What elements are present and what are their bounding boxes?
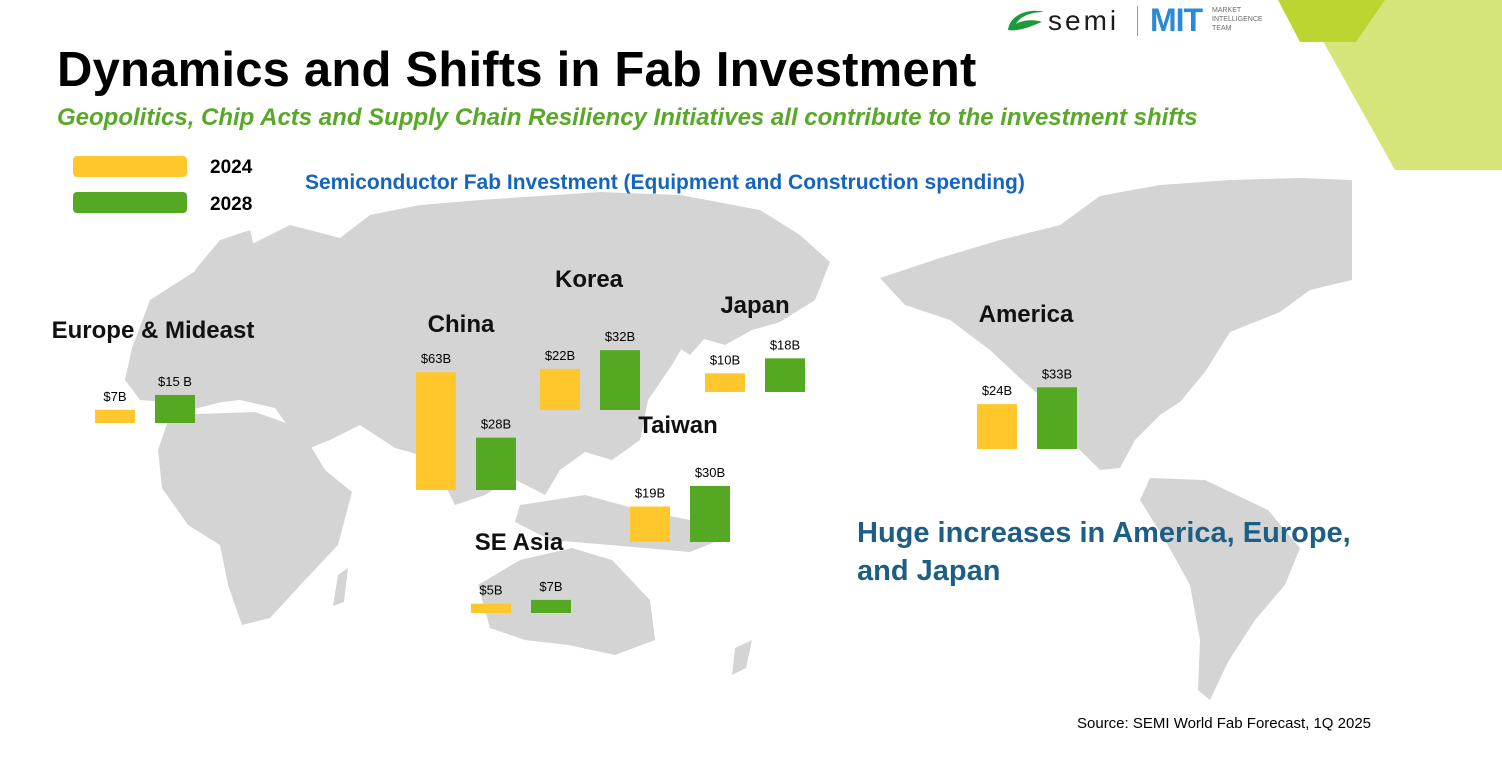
legend-label-2028: 2028: [210, 194, 252, 215]
legend-swatch-2024: [73, 156, 187, 177]
bar-se-asia-2028: [531, 599, 571, 613]
bar-value-label-japan-2024: $10B: [710, 352, 740, 367]
world-map: [125, 178, 1352, 700]
bar-value-label-america-2024: $24B: [982, 383, 1012, 398]
bar-value-label-japan-2028: $18B: [770, 337, 800, 352]
logo-divider: [1137, 6, 1138, 36]
bar-group-europe-mideast: Europe & Mideast $7B $15 B: [52, 317, 255, 423]
bar-group-se-asia: SE Asia $5B $7B: [471, 529, 571, 613]
bar-value-label-europe-mideast-2024: $7B: [103, 389, 126, 404]
map-africa: [158, 412, 352, 625]
bar-value-label-europe-mideast-2028: $15 B: [158, 374, 192, 389]
legend-swatch-2028: [73, 192, 187, 213]
mit-mark: MIT: [1150, 2, 1203, 38]
bar-se-asia-2024: [471, 603, 511, 613]
region-label-japan: Japan: [720, 292, 789, 319]
source-note: Source: SEMI World Fab Forecast, 1Q 2025: [1077, 715, 1372, 732]
region-label-europe-mideast: Europe & Mideast: [52, 317, 255, 344]
bar-group-japan: Japan $10B $18B: [705, 292, 805, 392]
page-subtitle: Geopolitics, Chip Acts and Supply Chain …: [57, 104, 1198, 131]
region-label-taiwan: Taiwan: [638, 412, 718, 439]
bar-korea-2028: [600, 350, 640, 410]
bar-group-korea: Korea $22B $32B: [540, 266, 640, 410]
legend-label-2024: 2024: [210, 157, 253, 178]
bar-value-label-china-2028: $28B: [481, 417, 511, 432]
semi-wordmark: semi: [1048, 5, 1120, 36]
mit-team-text: MARKET INTELLIGENCE TEAM: [1212, 7, 1263, 32]
map-scandinavia: [195, 230, 258, 295]
callout-text: Huge increases in America, Europe, and J…: [857, 517, 1351, 587]
map-british-isles: [160, 310, 184, 348]
bar-group-china: China $63B $28B: [416, 311, 516, 490]
bar-japan-2028: [765, 358, 805, 392]
bar-taiwan-2028: [690, 485, 730, 542]
bar-china-2028: [476, 437, 516, 490]
map-south-america: [1140, 478, 1300, 700]
bar-korea-2024: [540, 368, 580, 410]
bar-group-america: America $24B $33B: [977, 301, 1077, 449]
legend: 2024 2028: [73, 156, 253, 215]
map-japan-islands: [676, 290, 715, 355]
map-greenland: [1230, 180, 1352, 275]
region-label-china: China: [428, 311, 495, 338]
map-new-zealand: [732, 640, 752, 675]
bar-value-label-korea-2024: $22B: [545, 348, 575, 363]
corner-band-bright: [1278, 0, 1385, 42]
corner-triangle-light: [1300, 0, 1502, 170]
region-label-america: America: [979, 301, 1074, 328]
bar-europe-mideast-2024: [95, 409, 135, 423]
semi-swoosh-icon: [1008, 10, 1044, 31]
bar-value-label-se-asia-2028: $7B: [539, 579, 562, 594]
map-north-america: [880, 178, 1352, 470]
bar-value-label-china-2024: $63B: [421, 351, 451, 366]
region-label-se-asia: SE Asia: [475, 529, 564, 556]
bar-value-label-america-2028: $33B: [1042, 366, 1072, 381]
map-eurasia: [125, 192, 830, 505]
bar-japan-2024: [705, 373, 745, 392]
chart-title: Semiconductor Fab Investment (Equipment …: [305, 171, 1025, 194]
semi-logo: semi: [1004, 4, 1134, 38]
bar-taiwan-2024: [630, 506, 670, 542]
page-title: Dynamics and Shifts in Fab Investment: [57, 43, 977, 97]
region-label-korea: Korea: [555, 266, 624, 293]
bar-value-label-taiwan-2028: $30B: [695, 465, 725, 480]
bar-europe-mideast-2028: [155, 394, 195, 423]
bar-group-taiwan: Taiwan $19B $30B: [630, 412, 730, 542]
bar-china-2024: [416, 372, 456, 490]
bar-value-label-korea-2028: $32B: [605, 329, 635, 344]
mit-logo: MIT MARKET INTELLIGENCE TEAM: [1150, 2, 1280, 40]
bars-layer: Europe & Mideast $7B $15 B China $63B $28B Kor…: [52, 266, 1077, 613]
bar-value-label-se-asia-2024: $5B: [479, 583, 502, 598]
map-madagascar: [333, 568, 348, 606]
bar-america-2024: [977, 404, 1017, 449]
bar-value-label-taiwan-2024: $19B: [635, 485, 665, 500]
bar-america-2028: [1037, 387, 1077, 449]
